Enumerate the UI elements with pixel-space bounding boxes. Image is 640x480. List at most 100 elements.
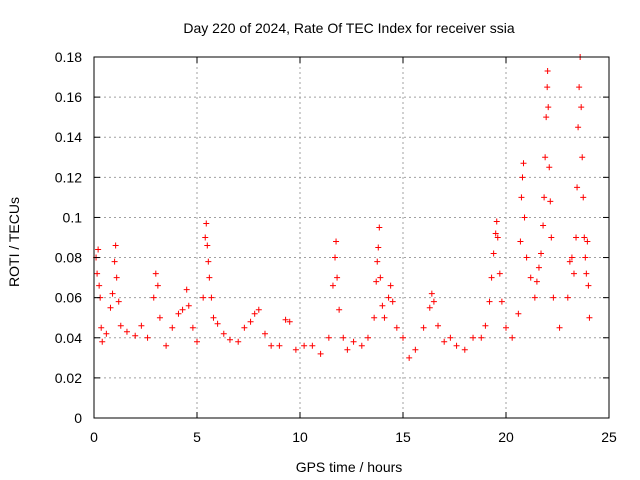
data-point <box>202 234 209 241</box>
x-tick-label: 0 <box>90 429 98 445</box>
data-point <box>156 314 163 321</box>
data-point <box>441 338 448 345</box>
y-tick-label: 0.08 <box>55 250 82 266</box>
data-point <box>247 318 254 325</box>
data-point <box>548 234 555 241</box>
data-point <box>542 154 549 161</box>
data-point <box>208 294 215 301</box>
data-point <box>518 194 525 201</box>
data-point <box>255 306 262 313</box>
data-point <box>544 68 551 75</box>
data-point <box>582 254 589 261</box>
data-point <box>578 104 585 111</box>
data-point <box>286 318 293 325</box>
data-point <box>333 238 340 245</box>
data-point <box>400 334 406 341</box>
data-point <box>435 322 442 329</box>
data-point <box>268 342 275 349</box>
data-point <box>95 246 102 253</box>
data-point <box>523 254 530 261</box>
grid-lines <box>94 57 609 418</box>
data-point <box>488 274 495 281</box>
data-point <box>376 224 383 231</box>
data-point <box>498 298 505 305</box>
data-point <box>332 254 339 261</box>
data-point <box>387 282 394 289</box>
data-point <box>292 346 299 353</box>
data-point <box>329 282 336 289</box>
data-point <box>579 154 586 161</box>
data-point <box>490 250 497 257</box>
data-point <box>235 338 242 345</box>
data-point <box>317 350 324 357</box>
x-axis-label: GPS time / hours <box>296 459 403 475</box>
y-tick-label: 0.06 <box>55 290 82 306</box>
data-point <box>183 286 190 293</box>
axis-ticks: 0 5 10 15 20 25 0 0.02 0.04 0.06 0.08 0.1 0.12 0.14 0.… <box>55 49 617 445</box>
data-point <box>210 314 217 321</box>
data-point <box>517 238 524 245</box>
data-point <box>428 290 435 297</box>
y-tick-label: 0 <box>74 410 82 426</box>
data-point <box>566 258 573 265</box>
data-point <box>515 310 522 317</box>
y-tick-label: 0.14 <box>55 129 82 145</box>
data-point <box>94 270 101 277</box>
data-point <box>540 222 547 229</box>
x-tick-label: 5 <box>193 429 201 445</box>
data-point <box>574 184 581 191</box>
data-point <box>373 278 380 285</box>
data-point <box>550 294 557 301</box>
data-points <box>93 54 593 361</box>
data-point <box>453 342 460 349</box>
data-point <box>543 114 550 121</box>
data-point <box>420 324 427 331</box>
data-point <box>103 330 110 337</box>
plot-frame <box>93 56 610 419</box>
x-tick-label: 10 <box>292 429 308 445</box>
data-point <box>527 274 534 281</box>
data-point <box>241 324 248 331</box>
data-point <box>282 316 289 323</box>
data-point <box>117 322 124 329</box>
data-point <box>276 342 283 349</box>
data-point <box>185 302 192 309</box>
data-point <box>377 274 384 281</box>
y-tick-label: 0.1 <box>63 209 83 225</box>
data-point <box>206 274 213 281</box>
data-point <box>179 306 186 313</box>
data-point <box>461 346 468 353</box>
data-point <box>584 238 591 245</box>
data-point <box>581 234 588 241</box>
data-point <box>583 270 590 277</box>
data-point <box>200 294 207 301</box>
data-point <box>389 298 396 305</box>
data-point <box>169 324 176 331</box>
data-point <box>123 328 130 335</box>
data-point <box>334 274 341 281</box>
y-tick-label: 0.16 <box>55 89 82 105</box>
data-point <box>214 320 221 327</box>
data-point <box>544 84 551 91</box>
data-point <box>538 250 545 257</box>
data-point <box>112 242 119 249</box>
data-point <box>261 330 268 337</box>
y-tick-label: 0.18 <box>55 49 82 65</box>
data-point <box>521 214 528 221</box>
data-point <box>205 258 212 265</box>
data-point <box>325 334 332 341</box>
data-point <box>546 164 553 171</box>
data-point <box>364 334 371 341</box>
data-point <box>533 278 540 285</box>
data-point <box>381 314 388 321</box>
data-point <box>113 274 120 281</box>
data-point <box>371 314 378 321</box>
data-point <box>301 342 308 349</box>
data-point <box>220 330 227 337</box>
y-tick-label: 0.04 <box>55 330 82 346</box>
data-point <box>509 334 516 341</box>
data-point <box>486 298 493 305</box>
data-point <box>430 298 437 305</box>
data-point <box>496 270 503 277</box>
